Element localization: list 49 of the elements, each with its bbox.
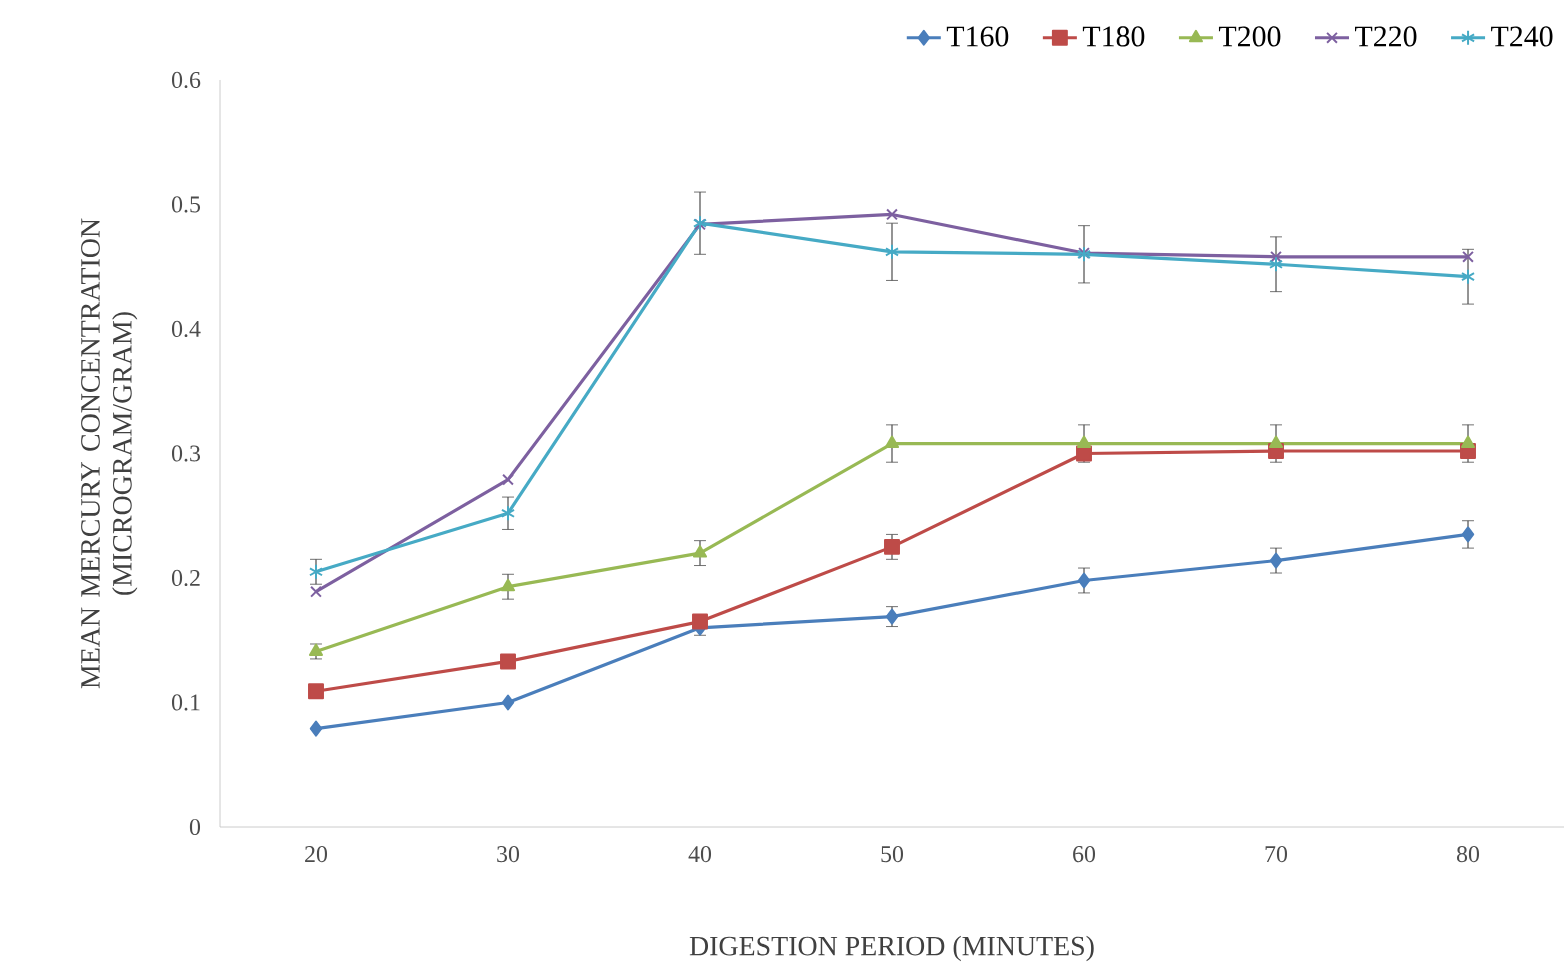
y-tick-label: 0.4 [171,320,201,338]
point [1460,435,1476,449]
y-tick-label: 0.3 [171,445,201,462]
y-tick-label: 0.1 [171,694,200,711]
point [1076,246,1092,263]
point [1462,250,1474,263]
legend-label: T200 [1218,26,1281,47]
point [1076,435,1092,449]
point [500,578,516,592]
legend-label: T220 [1355,26,1417,47]
point [502,473,514,486]
point [501,694,515,711]
legend-label: T240 [1491,26,1553,47]
point [1078,247,1090,259]
x-axis-title: DIGESTION PERIOD (MINUTES) [689,935,1094,962]
point [1268,256,1284,273]
point [1077,572,1091,589]
x-tick-label: 50 [881,846,904,863]
x-tick-label: 60 [1073,846,1096,863]
point [308,643,324,656]
x-tick-label: 40 [688,846,712,863]
legend-label: T180 [1082,26,1145,47]
point [1270,250,1282,263]
point [886,208,898,221]
y-tick-label: 0.6 [171,71,201,89]
point [309,720,323,737]
point [692,545,708,558]
point [884,538,900,555]
point [1269,552,1283,569]
point [692,613,708,630]
point [308,563,324,580]
y-tick-label: 0 [189,818,201,836]
x-tick-label: 30 [497,846,520,863]
point [308,683,324,700]
point [884,435,900,449]
x-tick-label: 70 [1265,846,1288,863]
point [1460,268,1476,285]
y-tick-label: 0.5 [171,196,201,213]
x-tick-label: 20 [305,846,328,863]
point [310,585,322,598]
y-tick-label: 0.2 [171,569,200,587]
point [884,243,900,260]
point [1461,526,1475,543]
point [500,653,516,670]
point [500,505,516,522]
y-axis-title: MEAN MERCURY CONCENTRATION (MICROGRAM/GRAM) [81,218,138,689]
point [1268,435,1284,449]
legend-label: T160 [946,26,1009,47]
x-tick-label: 80 [1456,846,1480,863]
